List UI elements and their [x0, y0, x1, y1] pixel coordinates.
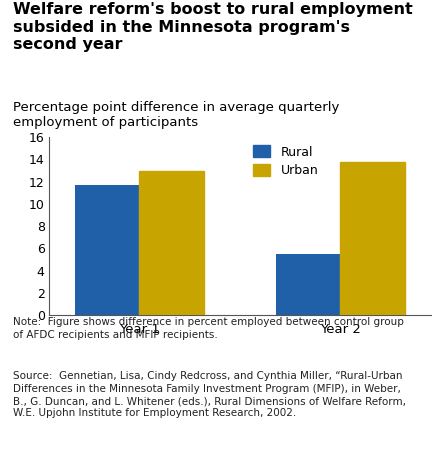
Text: Welfare reform's boost to rural employment
subsided in the Minnesota program's
s: Welfare reform's boost to rural employme…	[13, 2, 413, 52]
Text: Note:  Figure shows difference in percent employed between control group
of AFDC: Note: Figure shows difference in percent…	[13, 317, 404, 340]
Text: Percentage point difference in average quarterly
employment of participants: Percentage point difference in average q…	[13, 101, 340, 129]
Bar	[340, 162, 404, 315]
Text: Source:  Gennetian, Lisa, Cindy Redcross, and Cynthia Miller, “Rural-Urban
Diffe: Source: Gennetian, Lisa, Cindy Redcross,…	[13, 371, 406, 419]
Bar	[75, 185, 139, 315]
Legend: Rural, Urban: Rural, Urban	[253, 145, 318, 177]
Bar	[139, 171, 204, 315]
Bar	[276, 254, 340, 315]
